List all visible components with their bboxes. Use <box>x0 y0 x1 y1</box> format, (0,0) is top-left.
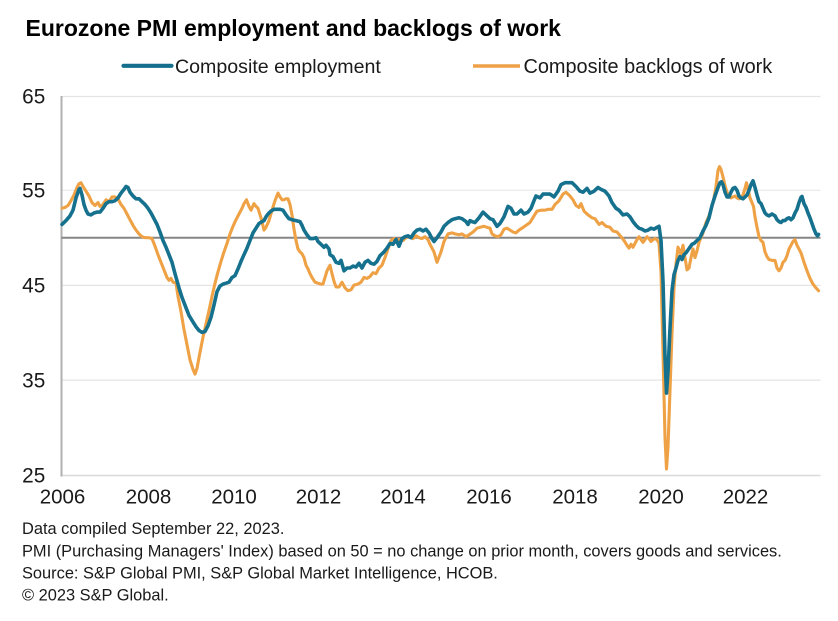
svg-text:2016: 2016 <box>466 486 512 509</box>
svg-text:2010: 2010 <box>211 486 257 509</box>
svg-text:55: 55 <box>22 180 45 203</box>
svg-text:2006: 2006 <box>40 486 86 509</box>
svg-text:Composite backlogs of work: Composite backlogs of work <box>524 56 773 78</box>
svg-text:2020: 2020 <box>638 486 684 509</box>
svg-text:Data compiled September 22, 20: Data compiled September 22, 2023. <box>22 520 284 538</box>
svg-text:65: 65 <box>22 86 45 109</box>
svg-text:25: 25 <box>22 465 45 488</box>
svg-text:Eurozone PMI employment and ba: Eurozone PMI employment and backlogs of … <box>26 15 562 41</box>
svg-text:2012: 2012 <box>296 486 342 509</box>
svg-text:2014: 2014 <box>380 486 426 509</box>
svg-text:© 2023 S&P Global.: © 2023 S&P Global. <box>22 587 169 605</box>
svg-text:Source: S&P Global PMI, S&P Gl: Source: S&P Global PMI, S&P Global Marke… <box>22 565 498 583</box>
svg-text:2008: 2008 <box>126 486 172 509</box>
svg-text:45: 45 <box>22 275 45 298</box>
svg-text:Composite employment: Composite employment <box>175 56 381 78</box>
svg-text:PMI (Purchasing Managers' Inde: PMI (Purchasing Managers' Index) based o… <box>22 543 782 561</box>
svg-text:35: 35 <box>22 369 45 392</box>
svg-text:2018: 2018 <box>552 486 598 509</box>
svg-text:2022: 2022 <box>723 486 769 509</box>
